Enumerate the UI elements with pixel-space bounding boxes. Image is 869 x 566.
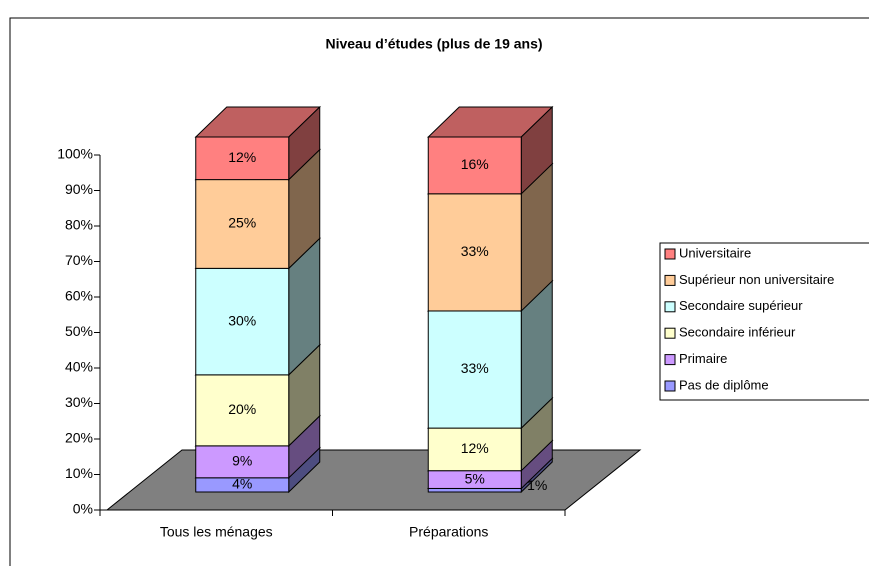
floor (105, 449, 642, 511)
y-tick-label: 80% (65, 217, 93, 233)
data-label: 30% (228, 312, 256, 328)
legend-label: Primaire (679, 351, 727, 366)
bar (427, 136, 522, 195)
legend-marker (664, 380, 676, 392)
data-label: 1% (527, 477, 547, 493)
bar (427, 193, 522, 312)
bar (427, 487, 522, 493)
legend-marker (664, 327, 676, 339)
y-tick-label: 60% (65, 288, 93, 304)
bar (427, 310, 522, 429)
legend-label: Supérieur non universitaire (679, 272, 834, 287)
bar (195, 179, 290, 269)
y-tick-label: 90% (65, 181, 93, 197)
data-label: 12% (461, 440, 489, 456)
y-tick-label: 30% (65, 394, 93, 410)
legend-marker (664, 301, 676, 313)
x-tick-label: Tous les ménages (160, 524, 273, 540)
y-tick-label: 10% (65, 465, 93, 481)
bar (427, 427, 522, 472)
y-tick-label: 70% (65, 252, 93, 268)
y-tick-label: 0% (73, 501, 93, 517)
legend-marker (664, 248, 676, 260)
bar (195, 136, 290, 181)
legend-label: Secondaire supérieur (679, 298, 803, 313)
data-label: 4% (232, 476, 252, 492)
y-tick-label: 100% (57, 146, 93, 162)
data-label: 33% (461, 243, 489, 259)
legend-box (659, 242, 869, 401)
data-label: 5% (465, 470, 485, 486)
bar (195, 445, 290, 479)
data-label: 16% (461, 156, 489, 172)
data-label: 9% (232, 453, 252, 469)
legend-marker (664, 354, 676, 366)
legend-label: Secondaire inférieur (679, 325, 796, 340)
y-tick-label: 20% (65, 430, 93, 446)
data-label: 20% (228, 401, 256, 417)
data-label: 33% (461, 360, 489, 376)
bar (195, 267, 290, 376)
x-tick-label: Préparations (409, 524, 488, 540)
chart-title: Niveau d’études (plus de 19 ans) (325, 36, 542, 52)
data-label: 25% (228, 215, 256, 231)
legend-marker (664, 274, 676, 286)
y-tick-label: 50% (65, 323, 93, 339)
legend-label: Universitaire (679, 245, 751, 260)
legend-label: Pas de diplôme (679, 377, 769, 392)
bar (195, 374, 290, 447)
data-label: 12% (228, 149, 256, 165)
y-tick-label: 40% (65, 359, 93, 375)
